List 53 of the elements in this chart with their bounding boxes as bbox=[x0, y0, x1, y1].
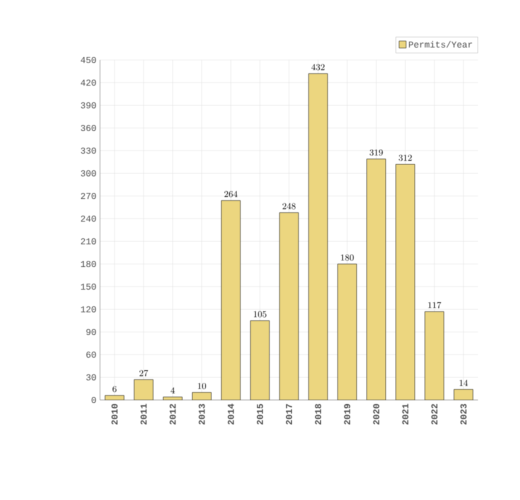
data-label: 10 bbox=[198, 382, 206, 390]
bar bbox=[221, 200, 241, 400]
data-label: 248 bbox=[282, 203, 296, 210]
y-tick-label: 390 bbox=[80, 102, 96, 108]
y-tick-label: 300 bbox=[80, 170, 96, 176]
y-tick-label: 30 bbox=[86, 374, 96, 380]
y-tick-label: 210 bbox=[80, 238, 96, 244]
x-tick-label: 2011 bbox=[140, 404, 147, 424]
y-tick-label: 0 bbox=[92, 396, 96, 404]
x-tick-label: 2015 bbox=[256, 404, 263, 424]
y-tick-label: 270 bbox=[80, 192, 96, 200]
data-label: 4 bbox=[170, 387, 175, 394]
x-tick-label: 2010 bbox=[112, 404, 118, 424]
data-label: 432 bbox=[311, 64, 325, 70]
data-label: 6 bbox=[112, 386, 116, 392]
x-tick-label: 2019 bbox=[344, 404, 350, 424]
data-label: 27 bbox=[139, 370, 148, 376]
bar bbox=[250, 320, 270, 400]
y-tick-label: 180 bbox=[80, 260, 96, 268]
bar bbox=[454, 389, 474, 400]
y-tick-label: 120 bbox=[80, 306, 96, 312]
data-label: 312 bbox=[398, 154, 412, 161]
x-tick-label: 2023 bbox=[460, 404, 467, 424]
bar bbox=[134, 379, 154, 400]
bar bbox=[279, 212, 299, 400]
y-tick-label: 60 bbox=[86, 352, 96, 358]
y-tick-label: 330 bbox=[80, 148, 96, 154]
data-label: 117 bbox=[428, 302, 442, 308]
bar bbox=[337, 264, 357, 400]
x-tick-label: 2017 bbox=[286, 404, 292, 424]
legend-label: Permits/Year bbox=[408, 41, 472, 48]
bar bbox=[366, 158, 386, 400]
bar bbox=[308, 73, 328, 400]
data-label: 319 bbox=[370, 149, 383, 156]
x-tick-label: 2014 bbox=[228, 404, 234, 424]
data-label: 264 bbox=[224, 190, 238, 198]
bar bbox=[396, 164, 416, 400]
x-tick-label: 2018 bbox=[315, 404, 322, 424]
x-tick-label: 2012 bbox=[170, 404, 176, 424]
y-tick-label: 240 bbox=[80, 216, 96, 222]
y-tick-label: 360 bbox=[80, 124, 96, 132]
x-tick-label: 2021 bbox=[402, 404, 408, 424]
x-tick-label: 2020 bbox=[373, 404, 380, 424]
x-tick-label: 2013 bbox=[198, 404, 205, 424]
bar bbox=[424, 311, 444, 400]
y-tick-label: 90 bbox=[86, 328, 96, 336]
y-tick-label: 450 bbox=[80, 56, 96, 64]
data-label: 105 bbox=[254, 311, 266, 318]
y-tick-label: 150 bbox=[80, 284, 96, 290]
x-tick-label: 2022 bbox=[431, 404, 438, 424]
y-tick-label: 420 bbox=[80, 80, 96, 86]
data-label: 180 bbox=[341, 254, 354, 261]
data-label: 14 bbox=[460, 380, 468, 386]
